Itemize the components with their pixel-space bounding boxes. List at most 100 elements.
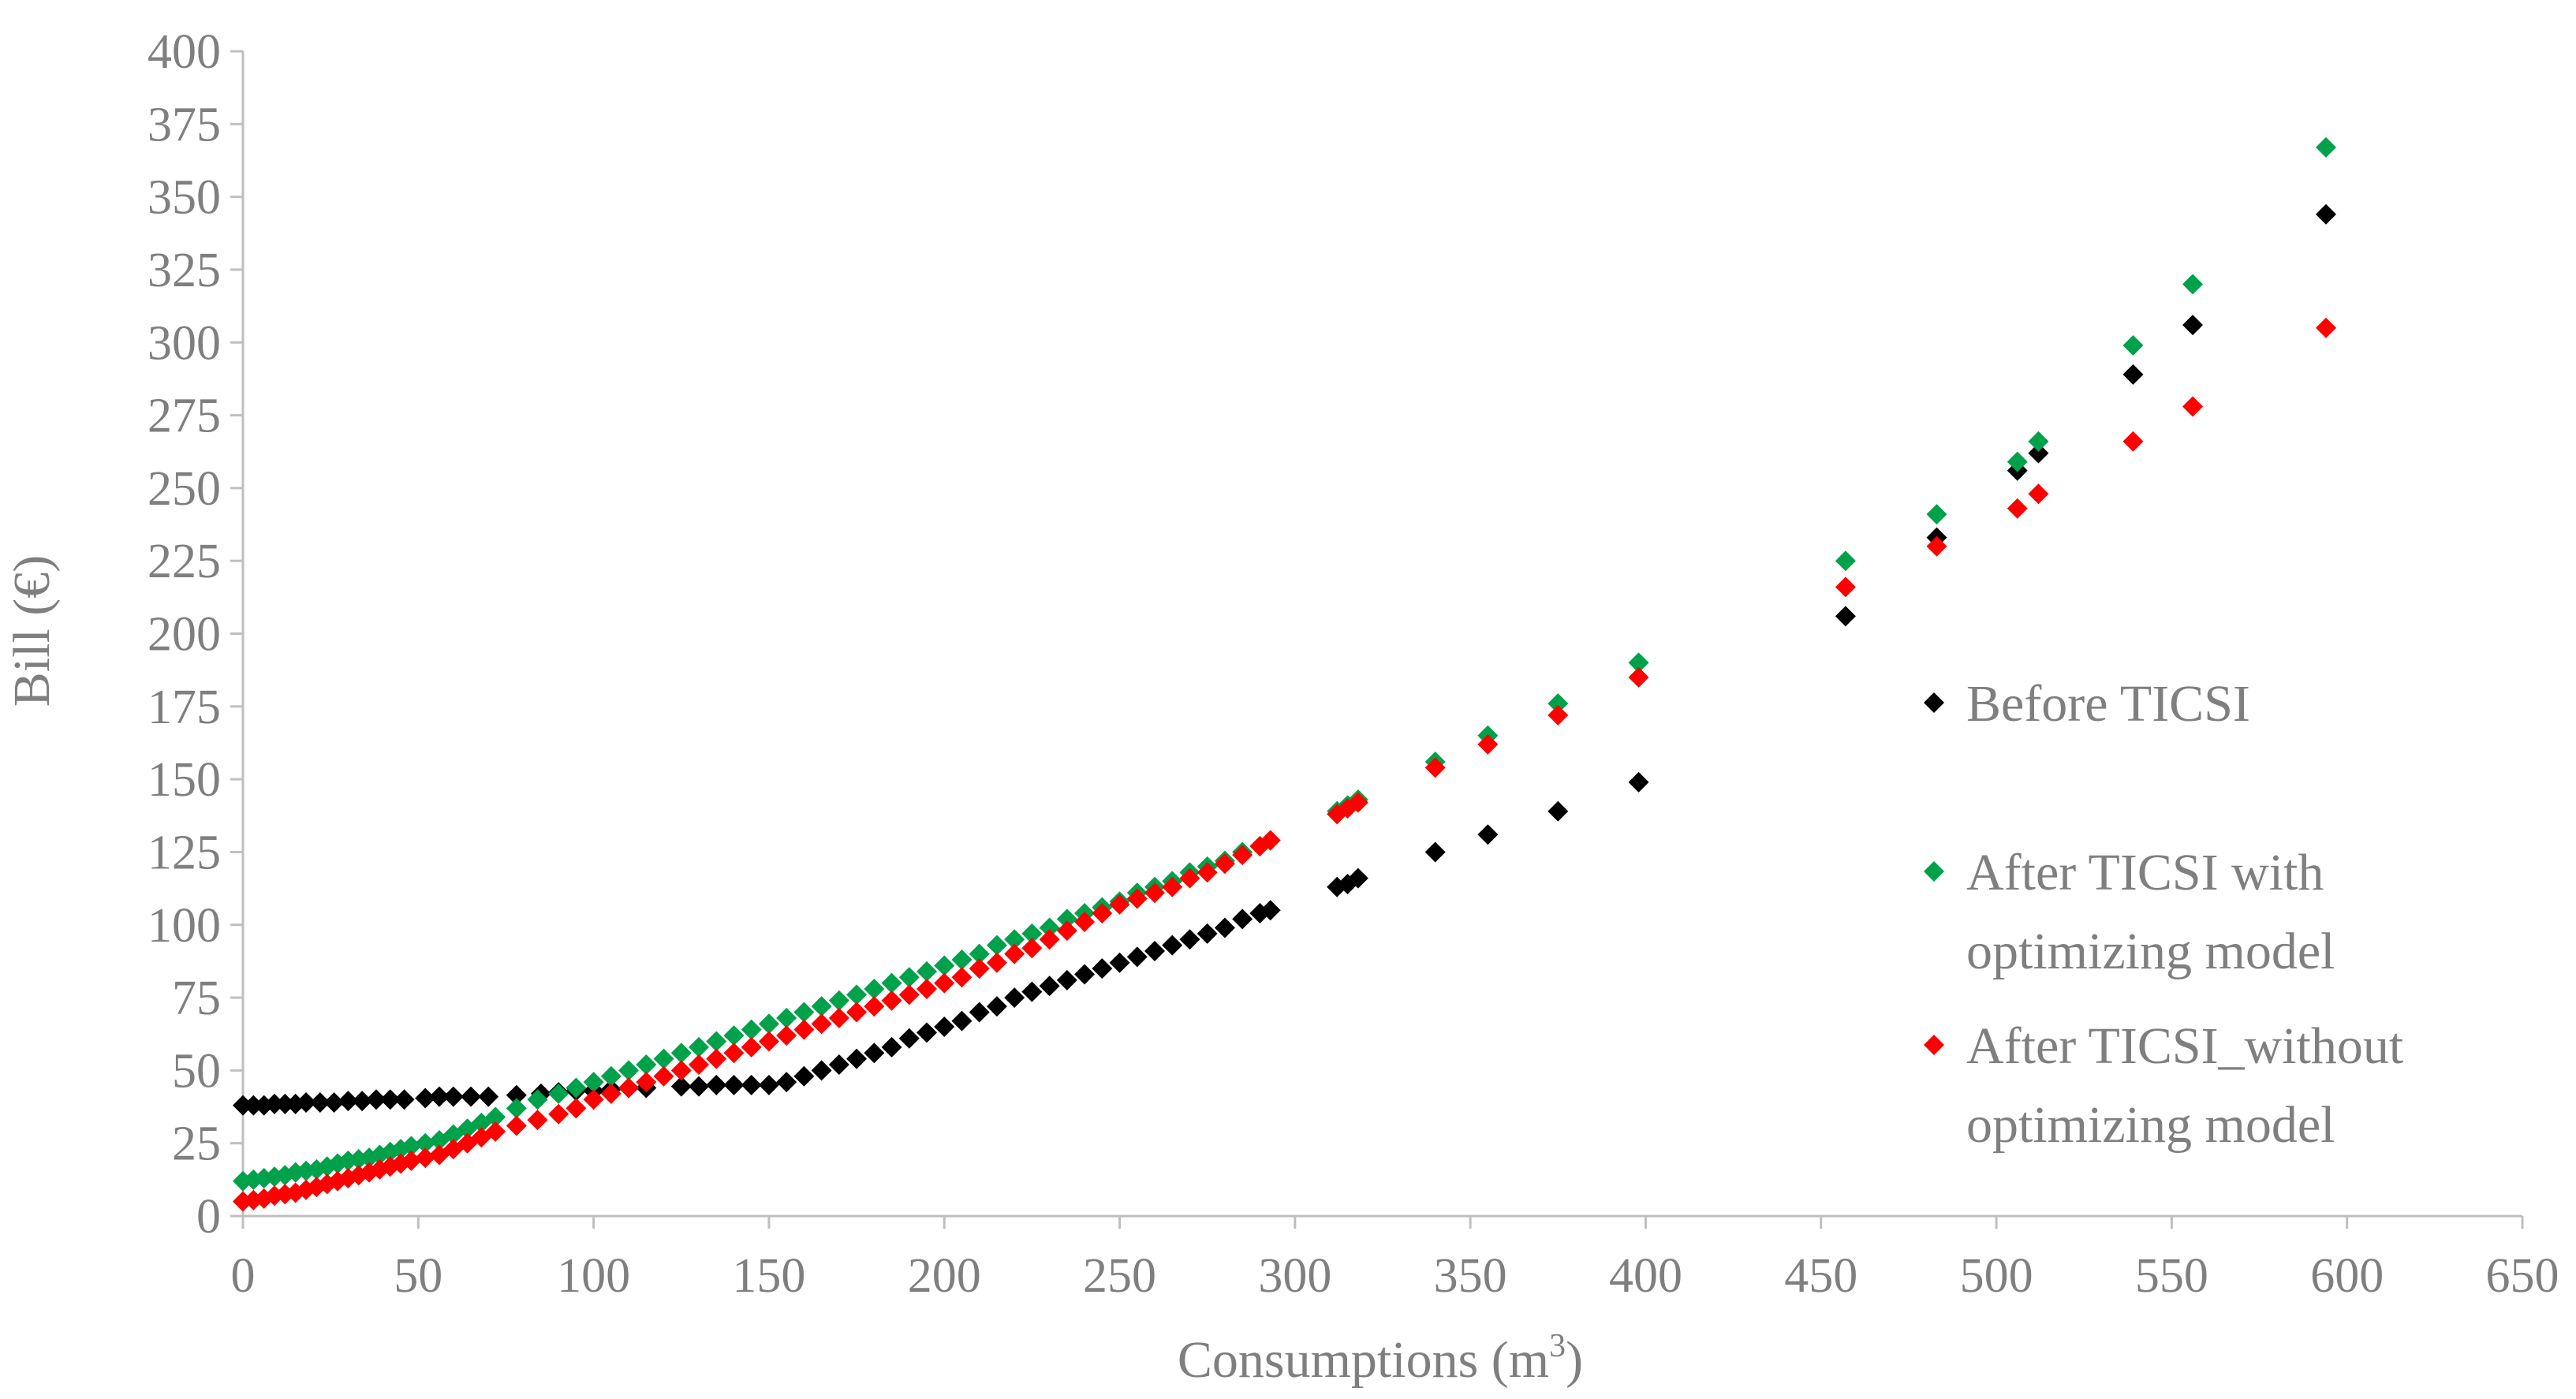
data-point — [365, 1089, 386, 1110]
data-point — [776, 1025, 797, 1046]
data-point — [1835, 576, 1856, 598]
data-point — [1347, 792, 1368, 813]
data-point — [379, 1089, 401, 1110]
data-point — [1835, 550, 1856, 572]
plot-area — [233, 136, 2337, 1212]
data-point — [2122, 431, 2144, 452]
y-tick-label: 250 — [147, 462, 221, 516]
data-point — [828, 990, 849, 1011]
data-point — [1162, 935, 1183, 956]
data-point — [1926, 535, 1947, 557]
y-tick-label: 25 — [172, 1117, 221, 1171]
data-point — [1126, 888, 1148, 909]
data-point — [415, 1087, 436, 1109]
data-point — [793, 1065, 815, 1087]
data-point — [1424, 757, 1446, 778]
y-tick-label: 75 — [172, 972, 221, 1025]
data-point — [1039, 917, 1060, 938]
data-point — [951, 949, 973, 971]
data-point — [506, 1098, 527, 1119]
data-point — [506, 1115, 527, 1136]
data-point — [723, 1025, 745, 1046]
data-point — [793, 1002, 815, 1023]
x-axis-title: Consumptions (m3) — [1178, 1328, 1583, 1389]
data-point — [1109, 952, 1130, 973]
data-point — [1056, 920, 1077, 942]
legend-label: After TICSI with optimizing model — [1966, 844, 2335, 980]
x-tick-label: 250 — [1083, 1249, 1156, 1303]
data-point — [309, 1091, 330, 1113]
x-tick-label: 200 — [908, 1249, 981, 1303]
x-axis: 0 50 100 150 200 250 300 350 400 450 500 550 600 650 — [231, 1214, 2559, 1303]
data-point — [951, 1010, 973, 1032]
data-point — [2122, 364, 2144, 385]
data-point — [1039, 929, 1060, 950]
x-axis-title-end: ) — [1566, 1331, 1583, 1389]
data-point — [689, 1076, 709, 1097]
x-tick-label: 450 — [1784, 1249, 1857, 1303]
data-point — [1021, 923, 1043, 944]
data-point — [636, 1072, 657, 1093]
legend: Before TICSI After TICSI with optimizing m… — [1924, 675, 2403, 1154]
data-point — [1004, 929, 1025, 950]
data-point — [934, 1016, 955, 1037]
data-point — [706, 1074, 727, 1095]
data-point — [2182, 396, 2204, 417]
x-tick-label: 50 — [394, 1249, 442, 1303]
data-point — [1092, 902, 1113, 923]
data-point — [2182, 274, 2204, 295]
data-point — [1628, 652, 1649, 673]
legend-label: Before TICSI — [1966, 675, 2250, 733]
data-point — [1926, 504, 1947, 525]
data-point — [274, 1093, 296, 1114]
y-axis-title: Bill (€) — [3, 555, 61, 707]
data-point — [461, 1086, 481, 1107]
data-point — [1547, 800, 1569, 822]
data-point — [1004, 987, 1025, 1009]
data-point — [415, 1132, 436, 1154]
data-point — [811, 996, 832, 1017]
legend-item-before-ticsi: Before TICSI — [1924, 675, 2250, 733]
data-point — [1260, 900, 1281, 921]
data-point — [1162, 876, 1183, 897]
data-point — [1056, 908, 1077, 930]
data-point — [881, 990, 902, 1011]
data-point — [618, 1077, 640, 1099]
x-tick-label: 350 — [1434, 1249, 1507, 1303]
data-point — [527, 1089, 548, 1110]
data-point — [864, 1043, 885, 1064]
y-tick-label: 225 — [147, 535, 221, 588]
data-point — [969, 943, 990, 964]
data-point — [2028, 442, 2049, 464]
x-tick-label: 650 — [2486, 1249, 2559, 1303]
x-tick-label: 500 — [1960, 1249, 2033, 1303]
data-point — [1337, 798, 1358, 819]
data-point — [1260, 830, 1281, 851]
data-point — [1214, 917, 1235, 938]
data-point — [2122, 334, 2144, 356]
data-point — [934, 972, 955, 994]
data-point — [2316, 317, 2337, 338]
data-point — [741, 1019, 762, 1040]
data-point — [1197, 923, 1218, 944]
data-point — [1232, 908, 1253, 930]
data-point — [758, 1013, 779, 1035]
data-point — [706, 1048, 727, 1069]
x-axis-title-main: Consumptions (m — [1178, 1331, 1549, 1389]
data-point — [917, 978, 937, 999]
data-point — [864, 996, 885, 1017]
data-point — [1232, 845, 1253, 866]
data-point — [338, 1091, 359, 1112]
data-point — [566, 1077, 587, 1099]
data-point — [934, 955, 955, 976]
data-point — [917, 961, 937, 982]
data-point — [233, 1095, 253, 1116]
data-point — [898, 967, 920, 988]
data-point — [2182, 315, 2204, 336]
data-point — [243, 1095, 264, 1116]
data-point — [415, 1147, 436, 1169]
data-point — [1628, 666, 1649, 688]
x-axis-title-superscript: 3 — [1549, 1328, 1566, 1364]
data-point — [1477, 824, 1499, 845]
legend-marker — [1924, 692, 1944, 713]
